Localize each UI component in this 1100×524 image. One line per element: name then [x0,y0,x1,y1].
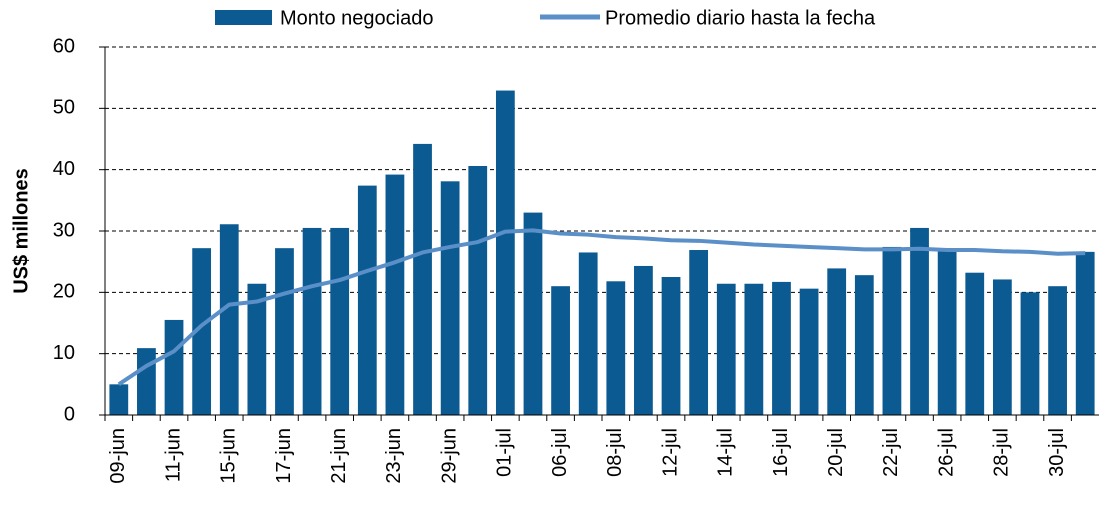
x-tick-label: 23-jun [383,428,405,484]
bar [164,319,184,415]
y-tick-label: 40 [53,158,75,180]
bar [385,174,405,415]
bar [606,281,626,415]
y-tick-label: 0 [64,403,75,425]
bar [937,251,957,415]
x-tick-label: 28-jul [991,428,1013,477]
bar [992,279,1012,415]
x-tick-label: 12-jul [659,428,681,477]
bar [1020,292,1040,415]
y-axis-label: US$ millones [10,168,32,294]
bar [965,272,985,415]
x-tick-label: 08-jul [604,428,626,477]
bar [192,248,212,415]
bar [882,246,902,415]
legend-swatch [215,10,272,25]
bar [219,224,239,415]
y-tick-label: 20 [53,281,75,303]
bar [578,252,598,415]
x-tick-label: 20-jul [825,428,847,477]
x-tick-label: 22-jul [880,428,902,477]
x-tick-label: 26-jul [935,428,957,477]
y-tick-label: 10 [53,342,75,364]
legend-label: Monto negociado [280,7,433,29]
bar [551,286,570,415]
bar [275,248,294,415]
line [117,228,1086,386]
bar [689,250,709,415]
bar [827,268,847,415]
x-tick-label: 16-jul [770,428,792,477]
x-tick-label: 09-jun [107,428,129,484]
x-tick-label: 15-jun [218,428,240,484]
bar [772,281,791,415]
bar [357,185,377,415]
bar [440,181,460,415]
y-tick-label: 60 [53,35,75,57]
bar [247,283,267,415]
bar [634,265,653,415]
bar [109,384,129,415]
legend-label: Promedio diario hasta la fecha [605,7,876,29]
x-tick-label: 30-jul [1046,428,1068,477]
x-tick-label: 29-jun [438,428,460,484]
bar [854,275,874,415]
x-tick-label: 17-jun [273,428,295,484]
x-tick-label: 14-jul [715,428,737,477]
bar [661,277,681,415]
y-tick-label: 50 [53,97,75,119]
x-tick-label: 06-jul [549,428,571,477]
bar [523,212,543,415]
x-tick-label: 21-jun [328,428,350,484]
bar [495,90,515,416]
bar [137,348,156,415]
bar [468,165,488,415]
bar [330,227,350,415]
x-tick-label: 01-jul [494,428,516,477]
bar [413,143,432,415]
x-tick-label: 11-jun [162,428,184,482]
bar [1048,286,1067,415]
bar [744,283,764,415]
bar [1075,251,1095,415]
bar [910,227,929,415]
bar [716,283,736,415]
y-tick-label: 30 [53,219,75,241]
bar [799,288,819,415]
bar [302,227,322,415]
